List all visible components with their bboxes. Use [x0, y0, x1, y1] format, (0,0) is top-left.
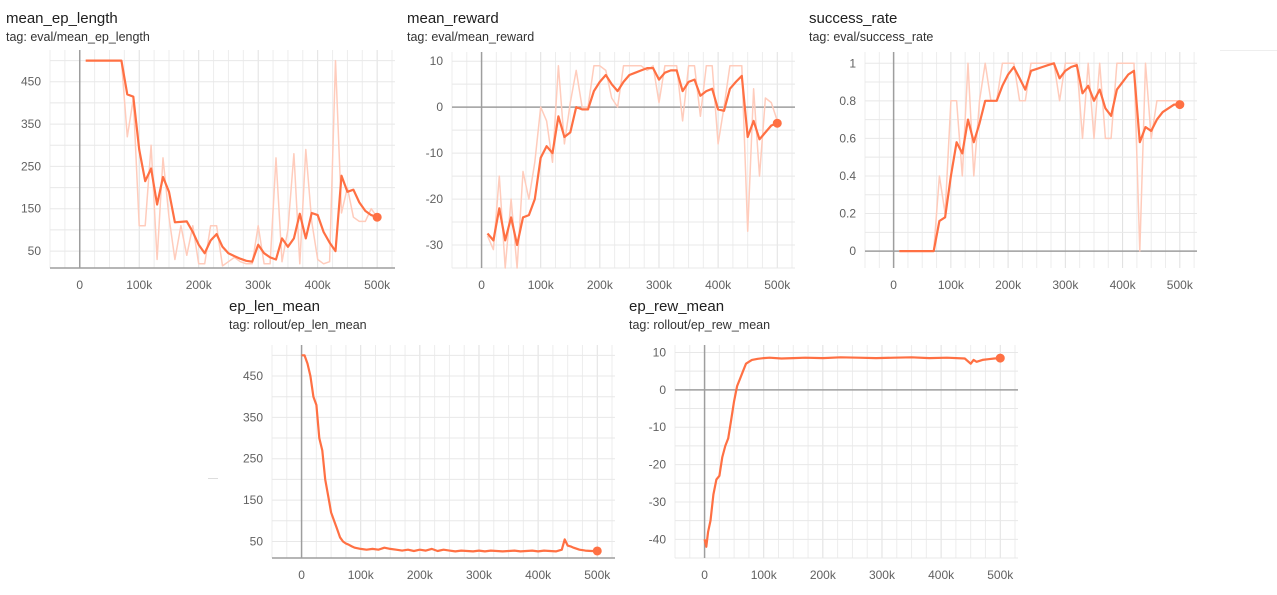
y-tick-label: -10	[426, 146, 444, 160]
y-tick-label: 0.4	[839, 169, 856, 183]
last-point-marker	[772, 118, 782, 128]
y-tick-label: 250	[21, 159, 41, 173]
chart-tag: tag: eval/mean_ep_length	[6, 30, 150, 44]
y-tick-label: -30	[426, 238, 444, 252]
y-tick-label: 150	[21, 202, 41, 216]
x-tick-label: 500k	[584, 568, 611, 582]
y-tick-label: 0.8	[839, 94, 856, 108]
x-tick-label: 100k	[751, 568, 778, 582]
top-right-divider	[1220, 50, 1277, 51]
x-tick-label: 400k	[305, 278, 332, 292]
y-tick-label: 350	[21, 117, 41, 131]
y-tick-label: -20	[426, 192, 444, 206]
x-tick-label: 300k	[1052, 278, 1079, 292]
chart-card-ep-len-mean: ep_len_mean tag: rollout/ep_len_mean	[222, 295, 622, 595]
y-tick-label: 350	[243, 410, 263, 424]
series-raw-line	[486, 65, 779, 269]
y-tick-label: 50	[28, 244, 42, 258]
y-tick-label: 10	[653, 345, 667, 359]
y-tick-label: -30	[649, 495, 667, 509]
x-tick-label: 100k	[126, 278, 153, 292]
y-tick-label: -40	[649, 532, 667, 546]
x-tick-label: 400k	[705, 278, 732, 292]
y-tick-label: 450	[243, 369, 263, 383]
x-tick-label: 500k	[987, 568, 1014, 582]
x-tick-label: 300k	[646, 278, 673, 292]
series-smoothed-line	[703, 356, 1001, 548]
x-tick-label: 500k	[764, 278, 791, 292]
x-tick-label: 0	[890, 278, 897, 292]
series-smoothed-line	[899, 62, 1180, 253]
x-tick-label: 0	[701, 568, 708, 582]
series-smoothed-line	[85, 59, 378, 263]
y-tick-label: 150	[243, 493, 263, 507]
x-tick-label: 200k	[186, 278, 213, 292]
side-divider	[208, 478, 218, 479]
x-tick-label: 300k	[245, 278, 272, 292]
chart-title: ep_rew_mean	[629, 298, 725, 315]
chart-card-ep-rew-mean: ep_rew_mean tag: rollout/ep_rew_mean	[622, 295, 1022, 595]
x-tick-label: 400k	[525, 568, 552, 582]
chart-card-mean-ep-length: mean_ep_length tag: eval/mean_ep_length	[0, 0, 400, 300]
x-tick-label: 500k	[1167, 278, 1194, 292]
x-tick-label: 100k	[348, 568, 375, 582]
y-tick-label: 10	[430, 54, 444, 68]
x-tick-label: 200k	[810, 568, 837, 582]
chart-title: mean_ep_length	[6, 10, 118, 27]
chart-card-success-rate: success_rate tag: eval/success_rate	[800, 0, 1220, 300]
chart-tag: tag: eval/mean_reward	[407, 30, 535, 44]
x-tick-label: 0	[298, 568, 305, 582]
last-point-marker	[592, 546, 602, 556]
chart-title: mean_reward	[407, 10, 499, 27]
chart-tag: tag: rollout/ep_rew_mean	[629, 318, 771, 332]
x-tick-label: 200k	[587, 278, 614, 292]
x-tick-label: 400k	[928, 568, 955, 582]
last-point-marker	[995, 353, 1005, 363]
x-tick-label: 100k	[528, 278, 555, 292]
y-tick-label: 0.6	[839, 131, 856, 145]
y-tick-label: 0	[849, 244, 856, 258]
y-tick-label: 0	[659, 383, 666, 397]
y-tick-label: 250	[243, 452, 263, 466]
y-tick-label: -20	[649, 458, 667, 472]
chart-tag: tag: rollout/ep_len_mean	[229, 318, 367, 332]
y-tick-label: 0	[436, 100, 443, 114]
chart-tag: tag: eval/success_rate	[809, 30, 934, 44]
series-raw-line	[85, 59, 378, 267]
x-tick-label: 0	[76, 278, 83, 292]
last-point-marker	[1175, 100, 1185, 110]
chart-title: success_rate	[809, 10, 898, 27]
last-point-marker	[372, 212, 382, 222]
x-tick-label: 100k	[938, 278, 965, 292]
y-tick-label: 0.2	[839, 207, 856, 221]
chart-title: ep_len_mean	[229, 298, 320, 315]
x-tick-label: 500k	[364, 278, 391, 292]
series-smoothed-line	[486, 66, 778, 247]
x-tick-label: 300k	[466, 568, 493, 582]
y-tick-label: 50	[250, 534, 264, 548]
x-tick-label: 0	[478, 278, 485, 292]
x-tick-label: 200k	[407, 568, 434, 582]
y-tick-label: -10	[649, 420, 667, 434]
y-tick-label: 1	[849, 56, 856, 70]
x-tick-label: 200k	[995, 278, 1022, 292]
chart-card-mean-reward: mean_reward tag: eval/mean_reward	[400, 0, 800, 300]
series-smoothed-line	[301, 354, 598, 553]
x-tick-label: 400k	[1110, 278, 1137, 292]
y-tick-label: 450	[21, 75, 41, 89]
x-tick-label: 300k	[869, 568, 896, 582]
